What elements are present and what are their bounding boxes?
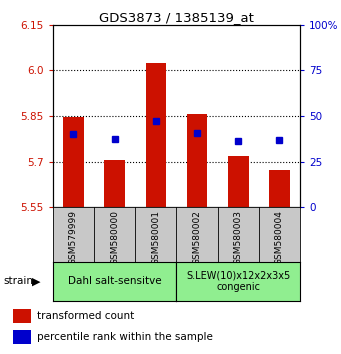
- Text: transformed count: transformed count: [38, 311, 135, 321]
- Bar: [228, 156, 249, 207]
- Text: GSM580003: GSM580003: [234, 210, 243, 265]
- Text: ▶: ▶: [32, 276, 41, 286]
- Bar: [13, 309, 31, 323]
- Title: GDS3873 / 1385139_at: GDS3873 / 1385139_at: [99, 11, 254, 24]
- Text: percentile rank within the sample: percentile rank within the sample: [38, 332, 213, 342]
- Text: GSM580004: GSM580004: [275, 210, 284, 265]
- Bar: [13, 330, 31, 344]
- Text: S.LEW(10)x12x2x3x5
congenic: S.LEW(10)x12x2x3x5 congenic: [186, 270, 291, 292]
- Text: GSM580001: GSM580001: [151, 210, 160, 265]
- Bar: [187, 114, 207, 207]
- Text: GSM579999: GSM579999: [69, 210, 78, 265]
- Bar: [104, 160, 125, 207]
- Text: strain: strain: [3, 276, 33, 286]
- Bar: [269, 170, 290, 207]
- Bar: [146, 63, 166, 207]
- Text: GSM580000: GSM580000: [110, 210, 119, 265]
- Text: GSM580002: GSM580002: [193, 210, 202, 265]
- Text: Dahl salt-sensitve: Dahl salt-sensitve: [68, 276, 162, 286]
- Bar: [63, 118, 84, 207]
